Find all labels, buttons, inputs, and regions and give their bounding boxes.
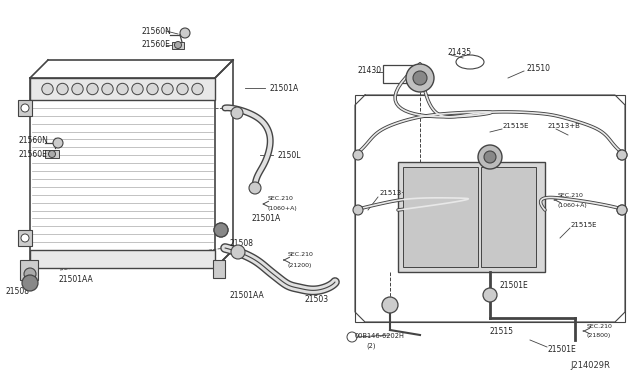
Bar <box>481 167 536 267</box>
Bar <box>398 162 545 272</box>
Bar <box>30 250 215 268</box>
Circle shape <box>102 83 113 95</box>
Circle shape <box>231 245 245 259</box>
Bar <box>403 167 478 267</box>
Text: 21560E: 21560E <box>18 150 47 158</box>
Text: 21501E: 21501E <box>500 280 529 289</box>
Text: (1060+A): (1060+A) <box>558 202 588 208</box>
Text: 21508: 21508 <box>230 238 254 247</box>
Circle shape <box>231 107 243 119</box>
Text: 21560E: 21560E <box>142 39 171 48</box>
Circle shape <box>617 205 627 215</box>
Text: 21501A: 21501A <box>252 214 281 222</box>
Circle shape <box>484 151 496 163</box>
Circle shape <box>21 104 29 112</box>
Circle shape <box>175 42 182 48</box>
Bar <box>20 260 38 280</box>
Circle shape <box>180 28 190 38</box>
Circle shape <box>353 150 363 160</box>
Text: 21430: 21430 <box>358 65 382 74</box>
Bar <box>355 95 625 322</box>
Bar <box>172 42 184 49</box>
Circle shape <box>24 268 36 280</box>
Circle shape <box>483 288 497 302</box>
Circle shape <box>147 83 158 95</box>
Text: 21435: 21435 <box>448 48 472 57</box>
Text: SEC.210: SEC.210 <box>288 253 314 257</box>
Text: 21560N: 21560N <box>142 26 172 35</box>
Circle shape <box>57 83 68 95</box>
Circle shape <box>53 138 63 148</box>
Text: 2150L: 2150L <box>278 151 301 160</box>
Circle shape <box>49 151 56 157</box>
Circle shape <box>413 71 427 85</box>
Text: 21501AA: 21501AA <box>58 276 93 285</box>
Circle shape <box>116 83 128 95</box>
Text: 21513+B: 21513+B <box>548 123 581 129</box>
Text: 21510: 21510 <box>527 64 551 73</box>
Circle shape <box>21 234 29 242</box>
Circle shape <box>192 83 204 95</box>
Circle shape <box>617 205 627 215</box>
Bar <box>18 230 32 246</box>
Text: (21200): (21200) <box>288 263 312 267</box>
Text: SEC.210: SEC.210 <box>268 196 294 201</box>
Circle shape <box>249 182 261 194</box>
Text: 21503: 21503 <box>305 295 329 305</box>
Circle shape <box>478 145 502 169</box>
Bar <box>30 78 215 100</box>
Circle shape <box>214 223 228 237</box>
Text: 21513+A: 21513+A <box>380 190 413 196</box>
Circle shape <box>214 223 228 237</box>
Text: (21800): (21800) <box>587 334 611 339</box>
Circle shape <box>162 83 173 95</box>
Text: 21501A: 21501A <box>270 83 300 93</box>
Circle shape <box>617 150 627 160</box>
Text: 21515E: 21515E <box>571 222 598 228</box>
Circle shape <box>177 83 188 95</box>
Circle shape <box>353 205 363 215</box>
Circle shape <box>132 83 143 95</box>
Bar <box>213 260 225 278</box>
Text: (1060+A): (1060+A) <box>268 205 298 211</box>
Circle shape <box>617 150 627 160</box>
Bar <box>18 100 32 116</box>
Bar <box>383 65 421 83</box>
Text: 21501AA: 21501AA <box>230 291 265 299</box>
Text: 00B146-6202H: 00B146-6202H <box>355 333 405 339</box>
Text: 21515E: 21515E <box>503 123 529 129</box>
Text: 21515: 21515 <box>490 327 514 337</box>
Circle shape <box>87 83 98 95</box>
Bar <box>45 150 59 158</box>
Text: 21501E: 21501E <box>548 346 577 355</box>
Circle shape <box>22 275 38 291</box>
Text: (2): (2) <box>366 343 376 349</box>
Text: SEC.210: SEC.210 <box>587 324 613 328</box>
Text: SEC.210: SEC.210 <box>558 192 584 198</box>
Circle shape <box>72 83 83 95</box>
Text: J214029R: J214029R <box>570 360 610 369</box>
Circle shape <box>42 83 53 95</box>
Text: 21508: 21508 <box>5 288 29 296</box>
Circle shape <box>406 64 434 92</box>
Text: 21560N: 21560N <box>18 135 48 144</box>
Circle shape <box>382 297 398 313</box>
